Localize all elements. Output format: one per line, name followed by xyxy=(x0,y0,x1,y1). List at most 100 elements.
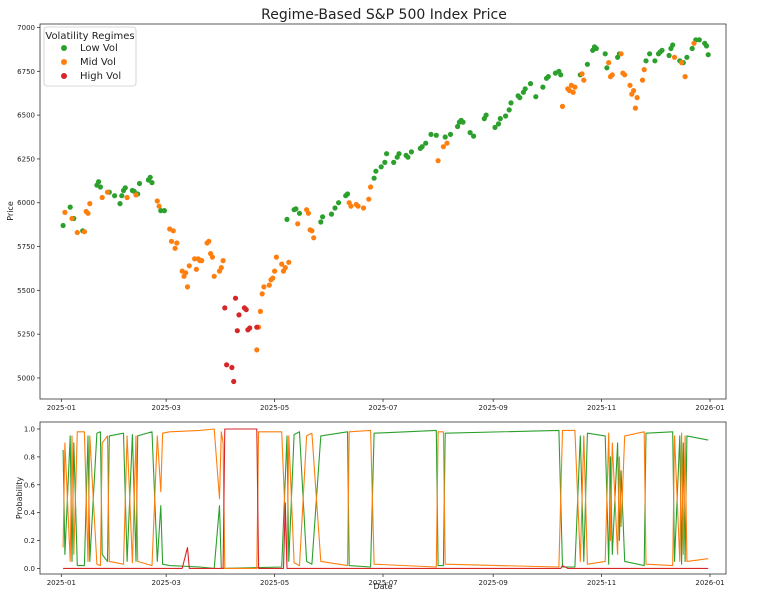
point-low-vol-2025-05-28 xyxy=(320,214,326,220)
y-tick-label-0.2: 0.2 xyxy=(24,537,35,545)
point-low-vol-2025-01-02 xyxy=(60,222,66,229)
volatility-legend: Volatility Regimes Low Vol Mid Vol High … xyxy=(43,26,137,87)
price-plot-frame xyxy=(39,23,727,400)
point-low-vol-2025-01-22 xyxy=(96,179,102,185)
x-tick-label-2025-11: 2025-11 xyxy=(587,404,616,412)
point-low-vol-2025-09-02 xyxy=(492,124,498,130)
point-low-vol-2025-07-25 xyxy=(423,140,429,146)
point-low-vol-2025-11-26 xyxy=(643,58,649,64)
point-mid-vol-2025-04-30 xyxy=(270,275,276,281)
point-low-vol-2025-02-20 xyxy=(147,174,153,180)
point-low-vol-2025-01-31 xyxy=(112,193,118,199)
point-mid-vol-2025-06-17 xyxy=(355,203,361,209)
point-low-vol-2025-10-29 xyxy=(593,45,599,52)
point-mid-vol-2025-03-14 xyxy=(186,263,192,269)
y-tick-label-0.4: 0.4 xyxy=(24,509,36,517)
x-tick-label-2025-09: 2025-09 xyxy=(479,579,508,587)
price-y-axis-label: Price xyxy=(6,201,15,221)
point-low-vol-2025-01-06 xyxy=(67,204,73,210)
point-high-vol-2025-04-21 xyxy=(254,324,260,330)
series-low-vol xyxy=(60,37,711,234)
point-mid-vol-2025-03-06 xyxy=(172,245,178,251)
y-tick-label-5750: 5750 xyxy=(17,243,35,251)
point-low-vol-2025-02-06 xyxy=(122,185,128,191)
point-low-vol-2025-10-02 xyxy=(545,74,551,80)
point-mid-vol-2025-03-18 xyxy=(193,266,199,272)
x-tick-label-2025-01: 2025-01 xyxy=(47,404,76,412)
point-low-vol-2025-12-22 xyxy=(689,45,695,52)
point-low-vol-2025-11-03 xyxy=(602,51,608,57)
y-tick-label-7000: 7000 xyxy=(17,24,35,32)
point-low-vol-2025-06-06 xyxy=(336,200,342,206)
y-tick-label-6750: 6750 xyxy=(17,68,35,76)
point-mid-vol-2025-10-22 xyxy=(581,77,587,83)
point-mid-vol-2025-03-05 xyxy=(170,228,176,234)
point-low-vol-2025-08-12 xyxy=(455,123,461,130)
y-tick-label-1.0: 1.0 xyxy=(24,425,35,433)
point-low-vol-2025-07-28 xyxy=(428,131,434,137)
x-tick-label-2025-03: 2025-03 xyxy=(152,579,181,587)
x-tick-label-2025-09: 2025-09 xyxy=(479,404,508,412)
y-tick-label-6000: 6000 xyxy=(17,199,35,207)
point-mid-vol-2025-11-07 xyxy=(609,72,615,78)
point-high-vol-2025-04-08 xyxy=(231,378,237,385)
point-low-vol-2025-11-28 xyxy=(647,51,653,57)
point-low-vol-2025-09-11 xyxy=(508,100,514,106)
point-low-vol-2025-06-04 xyxy=(332,205,338,211)
point-mid-vol-2025-04-01 xyxy=(218,265,224,271)
y-tick-label-6500: 6500 xyxy=(17,112,35,120)
point-low-vol-2025-06-27 xyxy=(373,168,379,174)
point-low-vol-2025-09-29 xyxy=(540,84,546,90)
point-mid-vol-2025-05-23 xyxy=(311,235,317,241)
point-low-vol-2025-06-30 xyxy=(378,164,384,170)
point-mid-vol-2025-10-21 xyxy=(579,71,585,77)
point-mid-vol-2025-11-25 xyxy=(641,67,647,73)
series-mid-vol xyxy=(62,40,697,353)
point-low-vol-2025-07-03 xyxy=(384,151,390,157)
point-low-vol-2025-08-15 xyxy=(460,119,466,125)
point-mid-vol-2025-01-03 xyxy=(62,209,68,215)
point-low-vol-2025-07-07 xyxy=(391,159,397,165)
point-low-vol-2025-02-28 xyxy=(161,208,167,214)
x-tick-label-2025-11: 2025-11 xyxy=(587,579,616,587)
point-mid-vol-2025-01-27 xyxy=(104,189,111,195)
x-tick-label-2025-05: 2025-05 xyxy=(260,579,289,587)
point-mid-vol-2025-03-28 xyxy=(211,273,217,279)
point-low-vol-2025-12-31 xyxy=(705,52,711,58)
legend-label-high-vol: High Vol xyxy=(80,71,121,82)
point-mid-vol-2025-04-24 xyxy=(259,291,265,297)
point-low-vol-2025-09-22 xyxy=(527,81,534,87)
price-axis-ticks: 2025-01 2025-03 2025-05 2025-07 2025-09 2025-… xyxy=(17,24,724,412)
point-mid-vol-2025-08-06 xyxy=(444,140,450,146)
point-mid-vol-2025-05-01 xyxy=(272,268,278,274)
point-mid-vol-2025-11-17 xyxy=(627,82,633,88)
x-tick-label-2025-05: 2025-05 xyxy=(260,404,289,412)
point-mid-vol-2025-11-12 xyxy=(618,51,624,57)
x-tick-label-2025-03: 2025-03 xyxy=(152,404,181,412)
legend-label-mid-vol: Mid Vol xyxy=(80,57,116,68)
point-mid-vol-2025-12-16 xyxy=(679,60,685,66)
point-mid-vol-2025-06-23 xyxy=(366,196,372,202)
point-mid-vol-2025-01-24 xyxy=(99,194,105,201)
legend-title: Volatility Regimes xyxy=(45,31,134,42)
point-high-vol-2025-04-15 xyxy=(243,307,249,313)
point-mid-vol-2025-02-25 xyxy=(156,203,162,209)
point-low-vol-2025-05-27 xyxy=(318,219,324,225)
point-low-vol-2025-10-24 xyxy=(584,61,591,67)
series-high-vol xyxy=(222,295,260,385)
point-low-vol-2025-08-19 xyxy=(467,130,473,136)
point-low-vol-2025-06-02 xyxy=(328,211,335,217)
point-high-vol-2025-04-17 xyxy=(247,325,253,331)
point-low-vol-2025-01-23 xyxy=(97,184,103,190)
point-low-vol-2025-02-14 xyxy=(136,180,143,187)
point-low-vol-2025-12-11 xyxy=(670,42,676,48)
point-mid-vol-2025-03-13 xyxy=(184,284,191,290)
point-low-vol-2025-07-23 xyxy=(419,144,425,150)
point-mid-vol-2025-12-18 xyxy=(682,74,688,80)
point-low-vol-2025-06-11 xyxy=(344,191,351,197)
probability-axis-ticks: 2025-01 2025-03 2025-05 2025-07 2025-09 2025-… xyxy=(24,425,725,587)
point-mid-vol-2025-10-16 xyxy=(570,89,576,95)
point-mid-vol-2025-05-07 xyxy=(282,265,288,271)
point-mid-vol-2025-11-05 xyxy=(606,60,612,66)
point-mid-vol-2025-12-12 xyxy=(671,54,678,60)
